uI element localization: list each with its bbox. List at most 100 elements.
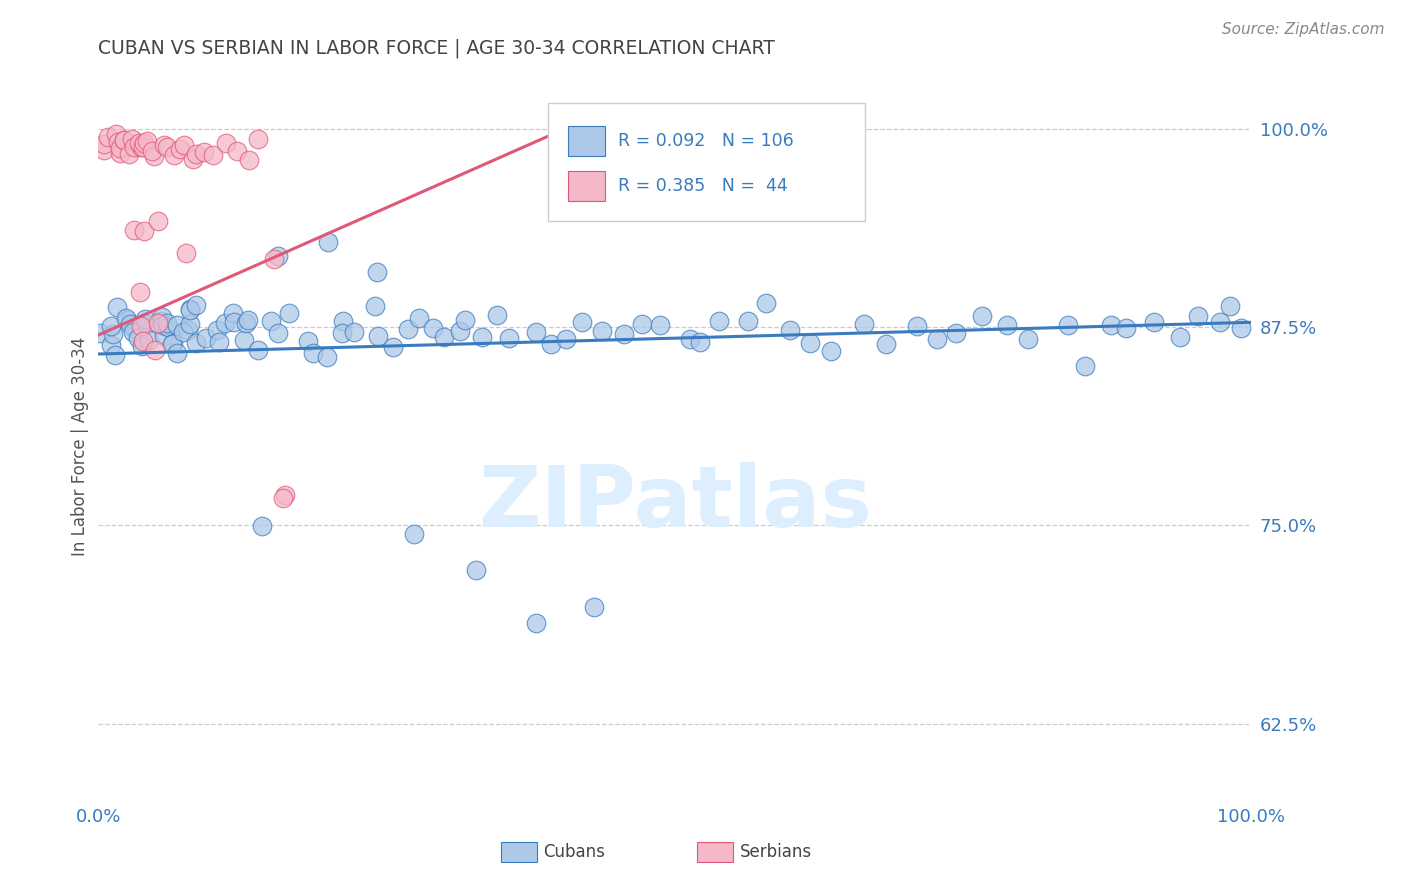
Text: Cubans: Cubans — [544, 843, 606, 861]
Point — [433, 329, 456, 343]
Point — [330, 326, 353, 340]
Point — [205, 323, 228, 337]
Point — [107, 135, 129, 149]
Point — [132, 224, 155, 238]
Point — [591, 324, 613, 338]
Point — [128, 285, 150, 299]
Point — [650, 318, 672, 332]
Point — [526, 615, 548, 630]
Point — [1187, 309, 1209, 323]
Point — [465, 563, 488, 577]
Point — [97, 129, 120, 144]
Point — [115, 313, 138, 327]
Point — [267, 326, 290, 340]
Point — [162, 335, 184, 350]
Point — [150, 310, 173, 324]
Text: Source: ZipAtlas.com: Source: ZipAtlas.com — [1222, 22, 1385, 37]
Point — [277, 306, 299, 320]
Point — [184, 146, 207, 161]
Point — [121, 131, 143, 145]
Point — [583, 599, 606, 614]
Point — [118, 147, 141, 161]
Point — [156, 316, 179, 330]
Point — [136, 318, 159, 332]
Point — [100, 338, 122, 352]
Text: Serbians: Serbians — [740, 843, 811, 861]
Point — [145, 343, 167, 357]
Text: R = 0.385   N =  44: R = 0.385 N = 44 — [619, 177, 789, 194]
Point — [238, 153, 260, 168]
Point — [179, 301, 201, 316]
Point — [246, 132, 269, 146]
Point — [404, 527, 426, 541]
Point — [89, 326, 111, 341]
Point — [332, 314, 354, 328]
Point — [148, 316, 170, 330]
Point — [1143, 315, 1166, 329]
Point — [252, 519, 274, 533]
Point — [162, 147, 184, 161]
Point — [1219, 299, 1241, 313]
Text: ZIPatlas: ZIPatlas — [478, 461, 872, 545]
Point — [104, 127, 127, 141]
Point — [1017, 332, 1039, 346]
Point — [177, 322, 200, 336]
Point — [122, 223, 145, 237]
Point — [1230, 321, 1253, 335]
Point — [103, 327, 125, 342]
Point — [366, 265, 388, 279]
Point — [184, 298, 207, 312]
Point — [554, 332, 576, 346]
Point — [779, 323, 801, 337]
FancyBboxPatch shape — [548, 103, 865, 221]
Point — [150, 314, 173, 328]
Point — [408, 310, 430, 325]
Point — [905, 318, 928, 333]
Point — [820, 344, 842, 359]
Point — [169, 142, 191, 156]
Point — [173, 137, 195, 152]
Point — [141, 144, 163, 158]
Point — [343, 325, 366, 339]
Point — [1209, 315, 1232, 329]
Y-axis label: In Labor Force | Age 30-34: In Labor Force | Age 30-34 — [70, 336, 89, 556]
Point — [571, 315, 593, 329]
Point — [172, 325, 194, 339]
Point — [136, 134, 159, 148]
Point — [131, 140, 153, 154]
Point — [260, 314, 283, 328]
Point — [93, 143, 115, 157]
Point — [208, 334, 231, 349]
Point — [631, 317, 654, 331]
FancyBboxPatch shape — [568, 170, 605, 201]
Point — [152, 328, 174, 343]
Point — [215, 136, 238, 151]
Point — [114, 310, 136, 325]
Point — [945, 326, 967, 341]
Point — [315, 351, 337, 365]
Point — [613, 326, 636, 341]
Point — [1074, 359, 1097, 373]
Point — [108, 146, 131, 161]
Point — [108, 141, 131, 155]
Text: R = 0.092   N = 106: R = 0.092 N = 106 — [619, 132, 794, 150]
Point — [364, 299, 387, 313]
Point — [247, 343, 270, 357]
Point — [267, 249, 290, 263]
Point — [679, 332, 702, 346]
Point — [226, 144, 249, 158]
Point — [422, 321, 444, 335]
Point — [127, 331, 149, 345]
Point — [498, 330, 520, 344]
Point — [755, 295, 778, 310]
Point — [156, 139, 179, 153]
Point — [132, 334, 155, 348]
Point — [396, 322, 419, 336]
Point — [236, 313, 259, 327]
Point — [166, 346, 188, 360]
Point — [100, 319, 122, 334]
Point — [143, 148, 166, 162]
Point — [174, 245, 197, 260]
Point — [118, 318, 141, 332]
Point — [453, 313, 475, 327]
